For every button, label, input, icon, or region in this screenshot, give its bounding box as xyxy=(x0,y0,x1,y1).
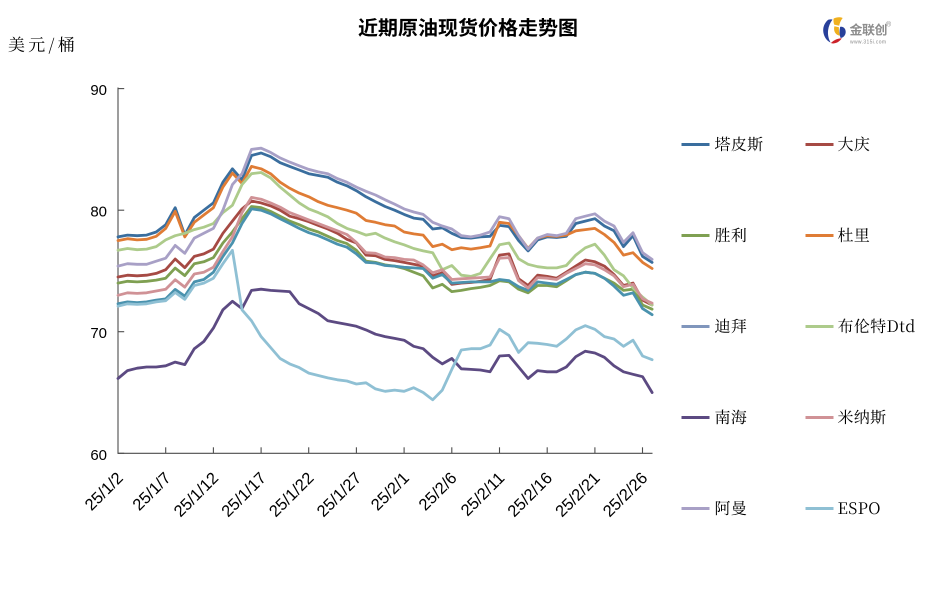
svg-text:70: 70 xyxy=(90,325,107,342)
svg-text:www.315i.com: www.315i.com xyxy=(850,40,886,46)
svg-text:60: 60 xyxy=(90,447,107,464)
svg-text:90: 90 xyxy=(90,82,107,99)
svg-text:®: ® xyxy=(886,21,892,29)
svg-text:80: 80 xyxy=(90,204,107,221)
